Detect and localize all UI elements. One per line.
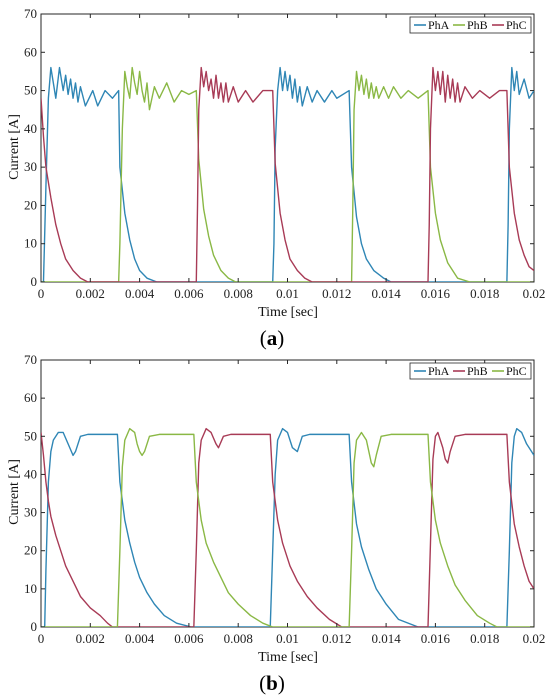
- y-tick-label: 40: [24, 121, 37, 136]
- x-tick-label: 0.02: [523, 631, 546, 646]
- y-tick-label: 30: [24, 159, 37, 174]
- series-line-phc-b: [41, 427, 534, 627]
- y-tick-label: 10: [24, 236, 37, 251]
- y-tick-label: 20: [24, 197, 37, 212]
- y-tick-label: 0: [31, 274, 38, 289]
- plot-area-a: [40, 13, 535, 283]
- y-tick-label: 20: [24, 543, 37, 558]
- legend-label-phc: PhC: [506, 364, 527, 378]
- y-tick-label: 40: [24, 466, 37, 481]
- x-axis-label-a: Time [sec]: [258, 305, 318, 320]
- y-tick-label: 30: [24, 505, 37, 520]
- x-tick-label: 0.01: [276, 631, 299, 646]
- x-axis-label-b: Time [sec]: [258, 650, 318, 665]
- series-line-phc-a: [41, 66, 534, 282]
- panel-caption-b: (b): [259, 671, 285, 695]
- x-tick-label: 0.006: [174, 286, 204, 301]
- plot-frame: [40, 359, 535, 628]
- y-tick-label: 10: [24, 581, 37, 596]
- x-tick-label: 0.01: [276, 286, 299, 301]
- y-tick-label: 0: [31, 619, 38, 634]
- x-tick-label: 0: [38, 631, 45, 646]
- x-tick-label: 0: [38, 286, 45, 301]
- legend-a: PhA PhB PhC: [409, 16, 532, 34]
- x-tick-label: 0.014: [371, 286, 401, 301]
- legend-box: [409, 16, 532, 34]
- series-group-b: [41, 427, 534, 627]
- y-tick-label: 70: [24, 6, 37, 21]
- legend-label-phc: PhC: [506, 18, 527, 32]
- y-tick-label: 50: [24, 428, 37, 443]
- x-tick-label: 0.018: [470, 631, 499, 646]
- legend-label-pha: PhA: [428, 18, 450, 32]
- y-axis-label-b: Current [A]: [7, 459, 22, 525]
- y-tick-label: 60: [24, 44, 37, 59]
- x-tick-label: 0.002: [76, 286, 105, 301]
- plot-frame: [40, 13, 535, 283]
- y-axis-ticks-a: 0 10 20 30 40 50 60 70: [24, 6, 534, 289]
- x-axis-ticks-a: 0 0.002 0.004 0.006 0.008 0.01 0.012 0.014 0.016…: [38, 14, 546, 301]
- x-tick-label: 0.008: [224, 631, 253, 646]
- series-group-a: [41, 66, 534, 282]
- y-tick-label: 70: [24, 352, 37, 367]
- x-tick-label: 0.004: [125, 631, 155, 646]
- legend-label-phb: PhB: [467, 364, 488, 378]
- legend-box: [409, 362, 532, 380]
- x-tick-label: 0.014: [371, 631, 401, 646]
- y-tick-label: 50: [24, 83, 37, 98]
- x-tick-label: 0.016: [421, 631, 451, 646]
- x-tick-label: 0.004: [125, 286, 155, 301]
- panel-caption-a: (a): [260, 326, 285, 350]
- legend-label-pha: PhA: [428, 364, 450, 378]
- series-line-phb-a: [41, 66, 534, 282]
- x-tick-label: 0.02: [523, 286, 546, 301]
- series-line-pha-b: [41, 427, 534, 627]
- legend-label-phb: PhB: [467, 18, 488, 32]
- series-line-phb-b: [41, 427, 534, 627]
- x-axis-ticks-b: 0 0.002 0.004 0.006 0.008 0.01 0.012 0.014 0.016…: [38, 360, 546, 646]
- x-tick-label: 0.006: [174, 631, 204, 646]
- x-tick-label: 0.018: [470, 286, 499, 301]
- x-tick-label: 0.008: [224, 286, 253, 301]
- panel-a: 0 0.002 0.004 0.006 0.008 0.01 0.012 0.014 0.016…: [7, 6, 545, 350]
- panel-b: 0 0.002 0.004 0.006 0.008 0.01 0.012 0.014 0.016…: [7, 352, 545, 695]
- x-tick-label: 0.002: [76, 631, 105, 646]
- legend-b: PhA PhB PhC: [409, 362, 532, 380]
- x-tick-label: 0.012: [322, 286, 351, 301]
- y-axis-label-a: Current [A]: [7, 114, 22, 180]
- x-tick-label: 0.016: [421, 286, 451, 301]
- y-axis-ticks-b: 0 10 20 30 40 50 60 70: [24, 352, 534, 634]
- x-tick-label: 0.012: [322, 631, 351, 646]
- series-line-pha-a: [41, 66, 534, 282]
- plot-area-b: [40, 359, 535, 628]
- y-tick-label: 60: [24, 390, 37, 405]
